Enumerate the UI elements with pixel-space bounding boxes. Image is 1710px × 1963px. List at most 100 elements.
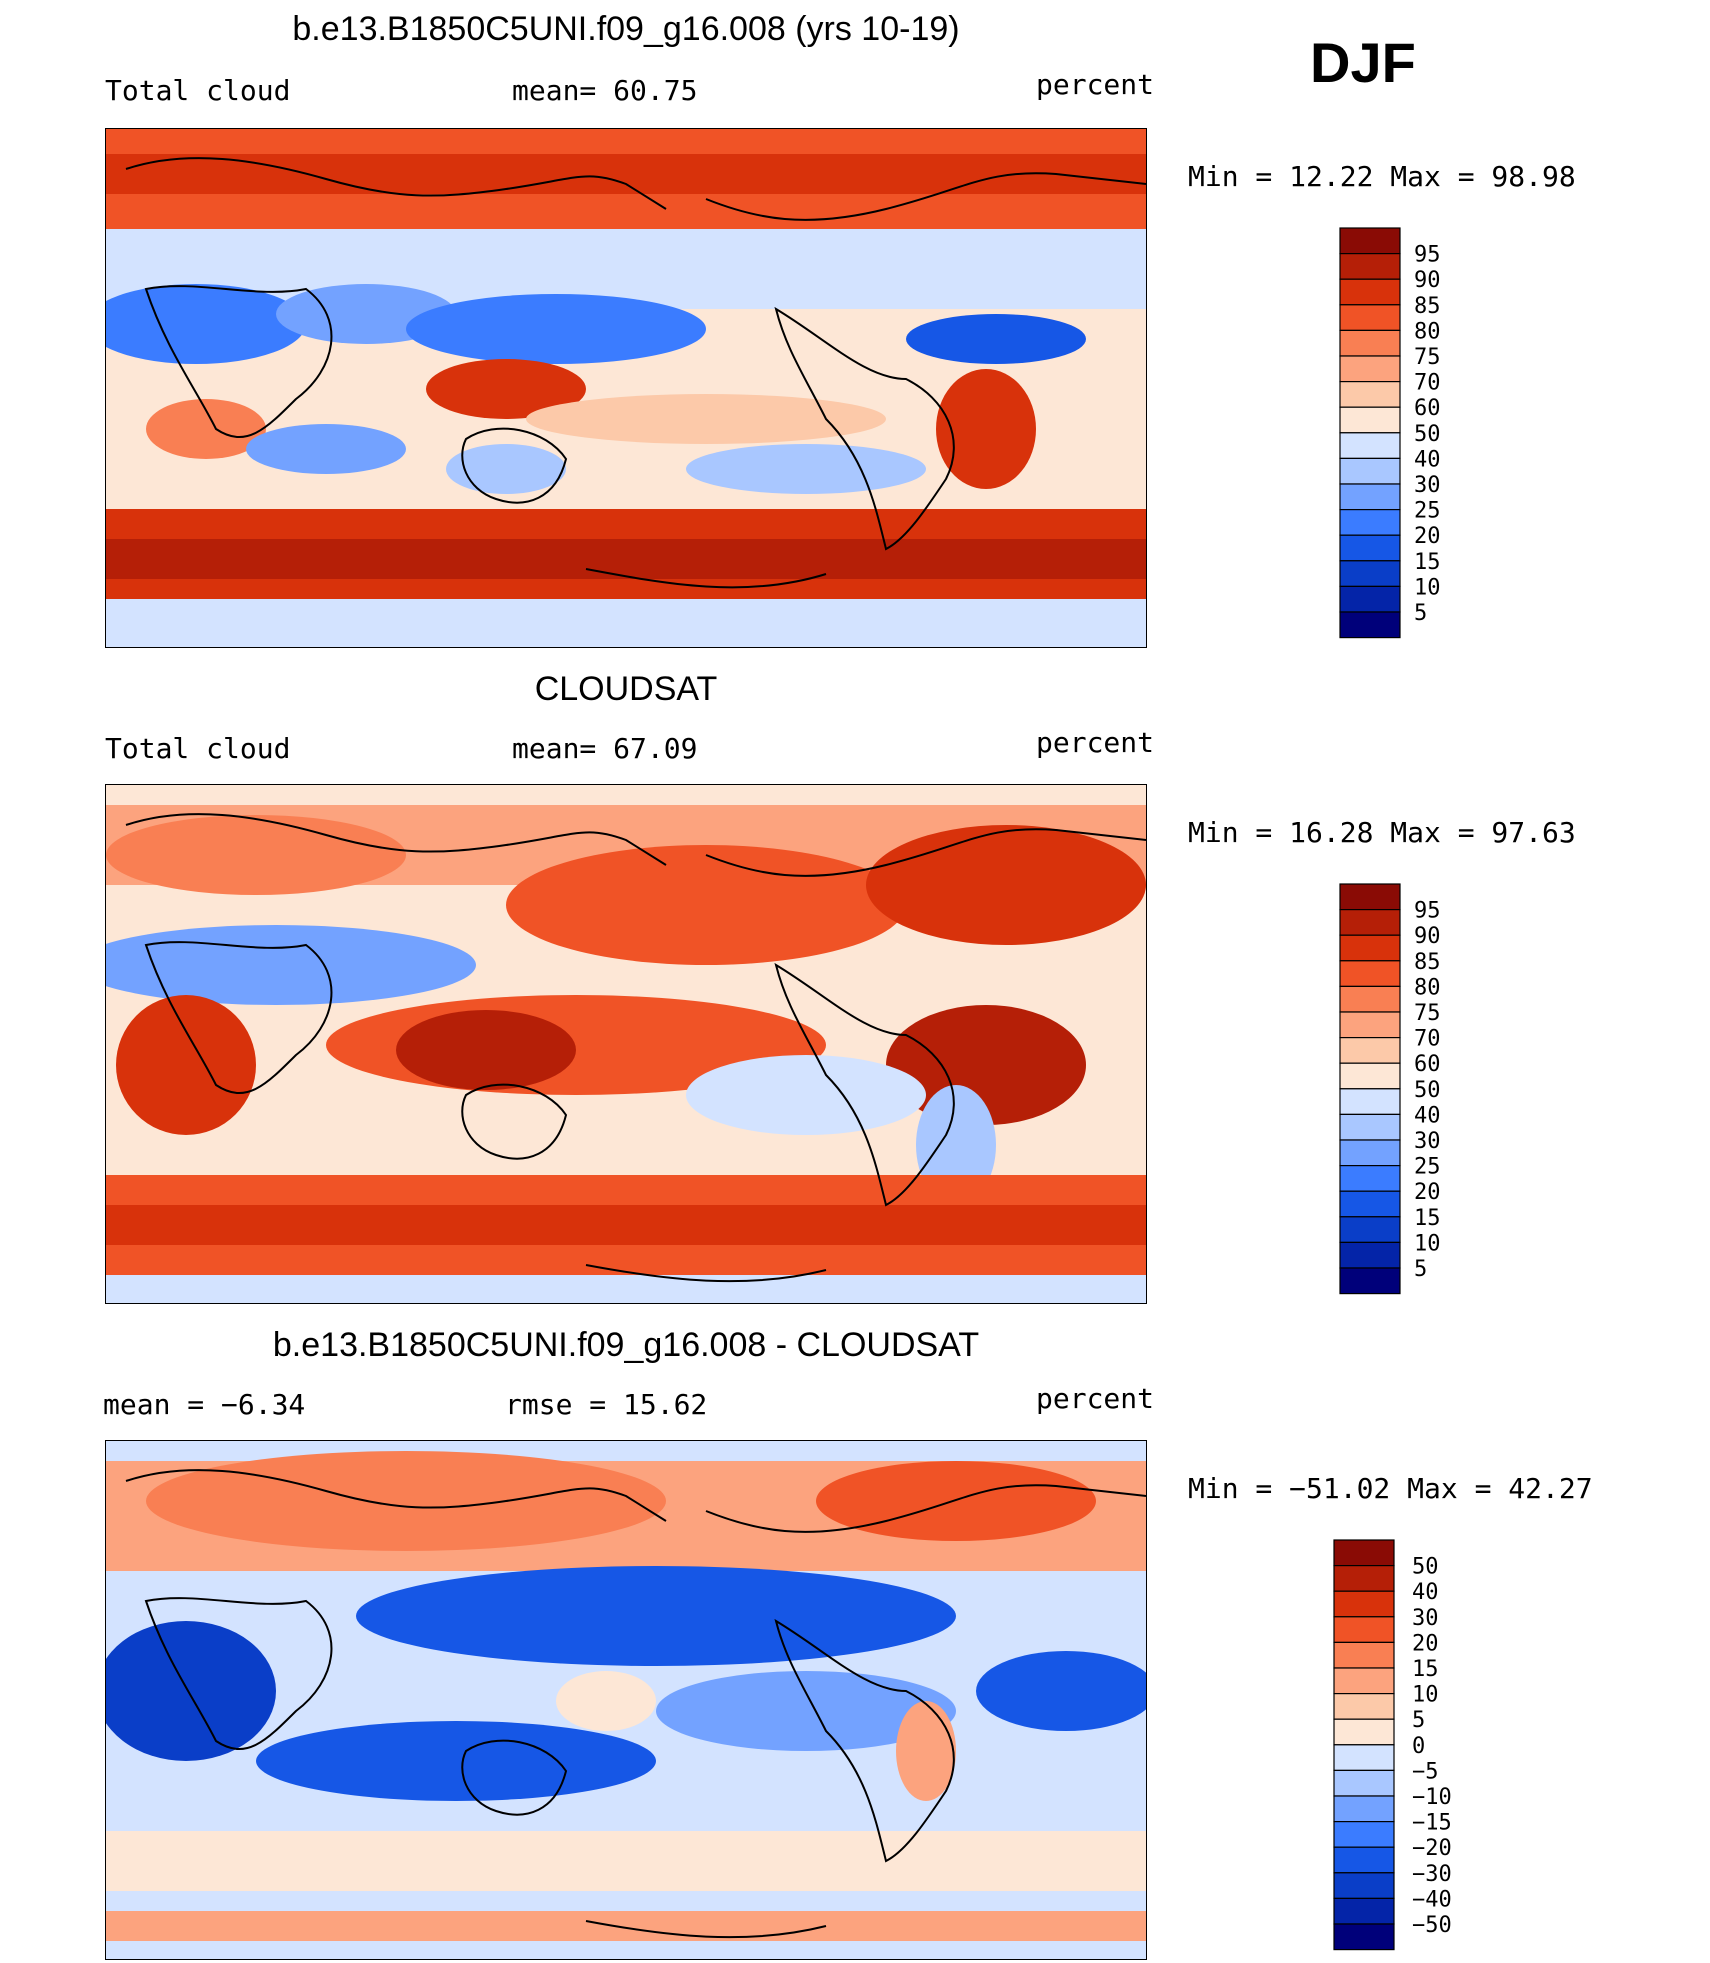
colorbar-tick-label: 60 xyxy=(1414,396,1441,421)
colorbar-swatch xyxy=(1339,960,1401,988)
colorbar-swatch xyxy=(1333,1718,1395,1746)
colorbar-tick-label: 5 xyxy=(1412,1708,1425,1733)
panel2-cloud-map xyxy=(105,784,1147,1304)
colorbar-tick-label: 75 xyxy=(1414,345,1441,370)
colorbar-swatch xyxy=(1339,1267,1401,1295)
colorbar-swatch xyxy=(1339,304,1401,332)
colorbar-tick-label: 85 xyxy=(1414,950,1441,975)
colorbar-swatch xyxy=(1333,1667,1395,1695)
colorbar-tick-label: 25 xyxy=(1414,499,1441,524)
panel2-units-label: percent xyxy=(1036,726,1155,759)
colorbar-tick-label: 15 xyxy=(1414,550,1441,575)
colorbar-tick-label: −50 xyxy=(1412,1913,1452,1938)
colorbar-swatch xyxy=(1339,1113,1401,1141)
colorbar-swatch xyxy=(1333,1872,1395,1899)
colorbar-swatch xyxy=(1339,406,1401,434)
colorbar-swatch xyxy=(1339,1241,1401,1269)
colorbar-tick-label: 10 xyxy=(1414,1231,1441,1256)
colorbar-tick-label: 75 xyxy=(1414,1001,1441,1026)
colorbar-swatch xyxy=(1339,381,1401,408)
colorbar-swatch xyxy=(1339,1062,1401,1090)
colorbar-swatch xyxy=(1339,1216,1401,1243)
colorbar-swatch xyxy=(1339,432,1401,460)
colorbar-tick-label: 0 xyxy=(1412,1734,1425,1759)
colorbar-tick-label: 80 xyxy=(1414,319,1441,344)
panel1-left-label: Total cloud xyxy=(105,74,291,107)
colorbar-tick-label: −15 xyxy=(1412,1811,1452,1836)
colorbar-tick-label: 95 xyxy=(1414,243,1441,268)
colorbar-tick-label: 10 xyxy=(1412,1683,1439,1708)
colorbar-tick-label: 50 xyxy=(1414,422,1441,447)
colorbar-tick-label: −40 xyxy=(1412,1887,1452,1912)
colorbar-tick-label: 40 xyxy=(1414,447,1441,472)
colorbar-tick-label: 20 xyxy=(1414,1180,1441,1205)
colorbar-swatch xyxy=(1339,1011,1401,1039)
colorbar-swatch xyxy=(1339,1088,1401,1116)
panel2-left-label: Total cloud xyxy=(105,732,291,765)
colorbar-swatch xyxy=(1339,534,1401,562)
colorbar-swatch xyxy=(1339,278,1401,306)
colorbar-tick-label: 25 xyxy=(1414,1155,1441,1180)
colorbar-swatch xyxy=(1333,1565,1395,1592)
colorbar-swatch xyxy=(1339,611,1401,639)
colorbar-tick-label: 50 xyxy=(1412,1555,1439,1580)
panel3-difference-map xyxy=(105,1440,1147,1960)
colorbar-tick-label: 15 xyxy=(1412,1657,1439,1682)
colorbar-tick-label: 60 xyxy=(1414,1052,1441,1077)
colorbar-swatch xyxy=(1339,1190,1401,1218)
panel2-title: CLOUDSAT xyxy=(534,670,718,708)
colorbar-swatch xyxy=(1333,1846,1395,1874)
colorbar-swatch xyxy=(1333,1897,1395,1925)
colorbar-swatch xyxy=(1339,253,1401,280)
colorbar-swatch xyxy=(1339,509,1401,536)
colorbar-swatch xyxy=(1333,1821,1395,1848)
panel3-minmax-label: Min = −51.02 Max = 42.27 xyxy=(1188,1472,1593,1505)
panel3-mean-label: mean = −6.34 xyxy=(103,1388,306,1421)
colorbar-tick-label: −20 xyxy=(1412,1836,1452,1861)
colorbar-swatch xyxy=(1339,1037,1401,1064)
colorbar-tick-label: 95 xyxy=(1414,899,1441,924)
colorbar-tick-label: 30 xyxy=(1414,473,1441,498)
colorbar-tick-label: 70 xyxy=(1414,371,1441,396)
colorbar-tick-label: 15 xyxy=(1414,1206,1441,1231)
colorbar-tick-label: 30 xyxy=(1412,1606,1439,1631)
colorbar-swatch xyxy=(1339,934,1401,962)
colorbar-swatch xyxy=(1339,985,1401,1013)
colorbar-tick-label: 5 xyxy=(1414,601,1427,626)
colorbar-swatch xyxy=(1339,1139,1401,1167)
colorbar-swatch xyxy=(1339,1165,1401,1192)
colorbar-tick-label: 40 xyxy=(1414,1103,1441,1128)
colorbar-swatch xyxy=(1333,1795,1395,1823)
colorbar-tick-label: 50 xyxy=(1414,1078,1441,1103)
colorbar-tick-label: 10 xyxy=(1414,575,1441,600)
colorbar-tick-label: 30 xyxy=(1414,1129,1441,1154)
colorbar-swatch xyxy=(1333,1539,1395,1567)
colorbar-swatch xyxy=(1339,483,1401,511)
colorbar-tick-label: 90 xyxy=(1414,924,1441,949)
colorbar-tick-label: −30 xyxy=(1412,1862,1452,1887)
colorbar-swatch xyxy=(1333,1693,1395,1720)
colorbar-swatch xyxy=(1333,1769,1395,1797)
panel2-mean-label: mean= 67.09 xyxy=(512,732,698,765)
colorbar-swatch xyxy=(1333,1590,1395,1618)
colorbar-swatch xyxy=(1333,1641,1395,1669)
panel3-rmse-label: rmse = 15.62 xyxy=(505,1388,708,1421)
colorbar-tick-label: 85 xyxy=(1414,294,1441,319)
colorbar-swatch xyxy=(1333,1923,1395,1951)
panel1-units-label: percent xyxy=(1036,68,1155,101)
colorbar-tick-label: −5 xyxy=(1412,1759,1439,1784)
panel3-title: b.e13.B1850C5UNI.f09_g16.008 - CLOUDSAT xyxy=(272,1326,980,1364)
panel2-minmax-label: Min = 16.28 Max = 97.63 xyxy=(1188,816,1576,849)
panel1-title: b.e13.B1850C5UNI.f09_g16.008 (yrs 10-19) xyxy=(292,10,960,48)
colorbar-tick-label: 5 xyxy=(1414,1257,1427,1282)
colorbar-tick-label: 20 xyxy=(1414,524,1441,549)
colorbar-swatch xyxy=(1339,329,1401,357)
colorbar-tick-label: 90 xyxy=(1414,268,1441,293)
colorbar-swatch xyxy=(1333,1744,1395,1772)
panel1-mean-label: mean= 60.75 xyxy=(512,74,698,107)
colorbar-swatch xyxy=(1339,883,1401,911)
colorbar-swatch xyxy=(1339,909,1401,936)
season-label: DJF xyxy=(1310,31,1416,94)
colorbar-tick-label: 20 xyxy=(1412,1631,1439,1656)
panel2-colorbar: 95 90 85 80 75 70 60 50 40 30 25 20 15 10 5 xyxy=(1336,883,1476,1295)
